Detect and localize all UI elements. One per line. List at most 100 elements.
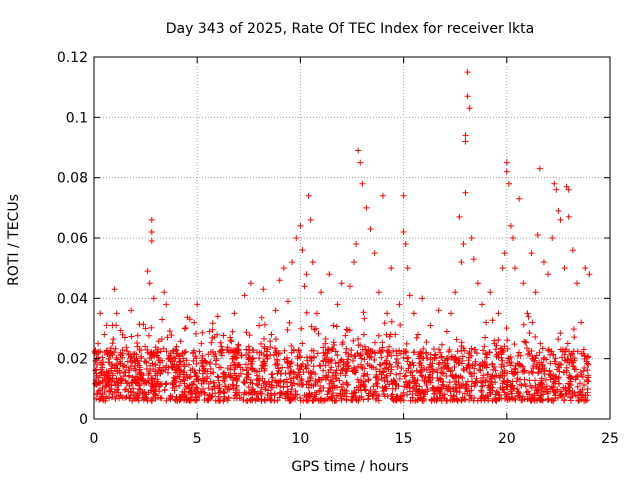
data-point (505, 180, 512, 187)
baseline-point (489, 360, 496, 367)
baseline-point (453, 336, 460, 343)
data-point (307, 216, 314, 223)
baseline-point (451, 378, 458, 385)
baseline-point (92, 367, 99, 374)
baseline-point (481, 397, 488, 404)
baseline-point (320, 357, 327, 364)
baseline-point (182, 348, 189, 355)
baseline-point (407, 369, 414, 376)
baseline-point (255, 382, 262, 389)
baseline-point (375, 377, 382, 384)
baseline-point (225, 383, 232, 390)
baseline-point (192, 369, 199, 376)
baseline-point (361, 343, 368, 350)
baseline-point (365, 377, 372, 384)
baseline-point (562, 384, 569, 391)
baseline-point (567, 397, 574, 404)
baseline-point (201, 365, 208, 372)
baseline-point (156, 383, 163, 390)
baseline-point (290, 393, 297, 400)
baseline-point (273, 347, 280, 354)
data-point (227, 334, 234, 341)
baseline-point (499, 386, 506, 393)
data-point (138, 376, 145, 383)
data-point (524, 310, 531, 317)
baseline-point (267, 396, 274, 403)
baseline-point (448, 354, 455, 361)
baseline-point (311, 389, 318, 396)
baseline-point (482, 393, 489, 400)
data-point (346, 283, 353, 290)
data-point (462, 138, 469, 145)
baseline-point (444, 360, 451, 367)
baseline-point (541, 367, 548, 374)
baseline-point (143, 379, 150, 386)
baseline-point (458, 343, 465, 350)
baseline-point (566, 388, 573, 395)
baseline-point (292, 388, 299, 395)
baseline-point (508, 388, 515, 395)
baseline-point (529, 396, 536, 403)
baseline-point (168, 358, 175, 365)
baseline-point (325, 369, 332, 376)
baseline-point (309, 397, 316, 404)
baseline-point (571, 366, 578, 373)
baseline-point (569, 393, 576, 400)
data-point (152, 349, 159, 356)
x-tick-label: 10 (291, 431, 309, 447)
baseline-point (99, 378, 106, 385)
baseline-point (353, 397, 360, 404)
baseline-point (328, 347, 335, 354)
baseline-point (504, 345, 511, 352)
baseline-point (328, 395, 335, 402)
baseline-point (456, 382, 463, 389)
baseline-point (500, 347, 507, 354)
baseline-point (486, 348, 493, 355)
data-point (313, 310, 320, 317)
baseline-point (539, 345, 546, 352)
data-point (470, 256, 477, 263)
baseline-point (113, 386, 120, 393)
baseline-point (456, 388, 463, 395)
baseline-point (275, 367, 282, 374)
baseline-point (183, 357, 190, 364)
data-point (534, 231, 541, 238)
baseline-point (245, 356, 252, 363)
baseline-point (375, 332, 382, 339)
data-point (509, 235, 516, 241)
data-point (565, 213, 572, 220)
baseline-point (547, 385, 554, 392)
baseline-point (372, 350, 379, 357)
baseline-point (326, 360, 333, 367)
baseline-point (344, 327, 351, 334)
baseline-point (548, 397, 555, 404)
baseline-point (525, 347, 532, 354)
data-point (338, 280, 345, 287)
baseline-point (274, 357, 281, 364)
baseline-point (580, 346, 587, 353)
baseline-point (137, 371, 144, 378)
baseline-point (186, 397, 193, 404)
baseline-point (416, 360, 423, 367)
baseline-point (148, 324, 155, 331)
baseline-point (574, 383, 581, 390)
baseline-point (556, 380, 563, 387)
baseline-point (145, 332, 152, 339)
baseline-point (338, 356, 345, 363)
baseline-point (521, 368, 528, 375)
baseline-point (465, 357, 472, 364)
data-point (586, 271, 593, 278)
baseline-point (247, 376, 254, 383)
data-point (301, 283, 308, 290)
baseline-point (518, 382, 525, 389)
baseline-point (451, 363, 458, 370)
baseline-point (479, 383, 486, 390)
baseline-point (545, 396, 552, 403)
data-point (452, 289, 459, 296)
baseline-point (299, 360, 306, 367)
baseline-point (532, 333, 539, 340)
baseline-point (429, 360, 436, 367)
baseline-point (288, 342, 295, 349)
baseline-point (148, 375, 155, 382)
baseline-point (361, 356, 368, 363)
